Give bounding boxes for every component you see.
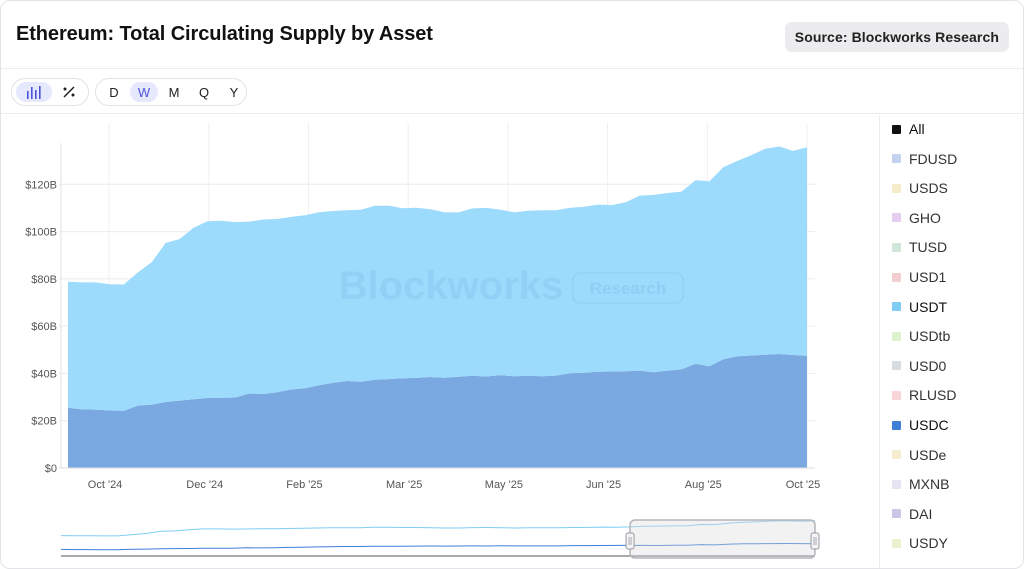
legend-label: USD0	[909, 357, 947, 374]
source-badge[interactable]: Source: Blockworks Research	[784, 22, 1009, 52]
legend-item-usdtb[interactable]: USDtb	[892, 326, 950, 346]
legend-item-fdusd[interactable]: FDUSD	[892, 149, 957, 169]
y-tick-label: $40B	[31, 368, 57, 380]
legend-swatch	[892, 479, 901, 489]
legend-label: USDT	[909, 298, 948, 315]
period-selector: D W M Q Y	[95, 78, 247, 106]
chart-title: Ethereum: Total Circulating Supply by As…	[16, 23, 433, 45]
legend-item-usd0[interactable]: USD0	[892, 356, 946, 376]
range-navigator[interactable]	[60, 519, 820, 559]
legend-item-usdy[interactable]: USDY	[892, 533, 948, 553]
legend-item-usd1[interactable]: USD1	[892, 267, 946, 287]
y-tick-label: $80B	[31, 274, 57, 286]
chart-areas	[68, 146, 807, 468]
period-d-button[interactable]: D	[109, 84, 119, 100]
legend-item-gho[interactable]: GHO	[892, 208, 941, 228]
legend-label: MXNB	[909, 476, 950, 493]
legend-label: USDC	[909, 417, 949, 433]
percent-icon[interactable]	[54, 82, 84, 102]
legend-label: TUSD	[909, 239, 948, 256]
legend-label: USDS	[909, 180, 948, 197]
watermark-brand: Blockworks	[339, 264, 564, 308]
legend-item-usdc[interactable]: USDC	[892, 415, 949, 435]
legend-item-usds[interactable]: USDS	[892, 178, 948, 198]
legend-swatch	[892, 390, 901, 400]
legend-label: DAI	[909, 505, 933, 522]
navigator-line-total	[60, 520, 816, 537]
period-w-button[interactable]: W	[130, 82, 158, 102]
legend-item-all[interactable]: All	[892, 119, 925, 139]
navigator-handle-left	[625, 532, 635, 550]
legend-swatch	[892, 302, 901, 312]
y-tick-label: $20B	[31, 416, 57, 428]
area-series-usdt	[68, 146, 807, 411]
legend-swatch	[892, 509, 901, 519]
watermark-tag-box	[572, 272, 684, 304]
y-tick-label: $120B	[25, 179, 57, 191]
x-tick-label: Mar '25	[386, 479, 422, 491]
legend-swatch	[892, 154, 901, 164]
legend-item-dai[interactable]: DAI	[892, 504, 932, 524]
period-q-button[interactable]: Q	[198, 84, 210, 100]
legend-item-tusd[interactable]: TUSD	[892, 237, 947, 257]
legend-item-rlusd[interactable]: RLUSD	[892, 385, 956, 405]
x-tick-label: Oct '25	[786, 479, 821, 491]
area-chart: Blockworks Research $0 $20B $40B $60B $80B $1…	[25, 123, 821, 559]
legend-swatch	[892, 538, 901, 548]
legend-swatch	[892, 361, 901, 371]
chart-toolbar: D W M Q Y	[1, 70, 1023, 114]
legend-swatch	[892, 124, 901, 134]
legend-label: USDtb	[909, 328, 951, 345]
y-tick-label: $60B	[31, 321, 57, 333]
legend-label: FDUSD	[909, 150, 958, 167]
legend-item-usdf[interactable]: USDf	[892, 563, 942, 568]
navigator-handle-right	[810, 532, 820, 550]
legend-swatch	[892, 242, 901, 252]
legend-item-mxnb[interactable]: MXNB	[892, 474, 949, 494]
area-series-usdc	[68, 354, 807, 468]
legend-swatch	[892, 331, 901, 341]
legend-item-usde[interactable]: USDe	[892, 445, 946, 465]
legend-label: USDf	[909, 565, 942, 568]
x-tick-label: Oct '24	[88, 479, 123, 491]
legend-label: GHO	[909, 209, 941, 226]
legend: All FDUSD USDS GHO TUSD USD1 USDT USDtb USD0 RLUS…	[879, 115, 1023, 568]
navigator-line-usdc	[60, 542, 816, 551]
legend-swatch	[892, 213, 901, 223]
x-tick-label: Dec '24	[186, 479, 223, 491]
period-y-button[interactable]: Y	[229, 84, 239, 100]
x-tick-label: Jun '25	[586, 479, 621, 491]
x-tick-label: Feb '25	[286, 479, 322, 491]
y-tick-label: $100B	[25, 227, 57, 239]
x-tick-label: May '25	[485, 479, 523, 491]
card-header: Ethereum: Total Circulating Supply by As…	[1, 1, 1023, 69]
legend-label: All	[909, 121, 925, 137]
legend-swatch	[892, 183, 901, 193]
period-m-button[interactable]: M	[168, 84, 180, 100]
bar-chart-icon[interactable]	[16, 82, 52, 102]
watermark: Blockworks Research	[339, 264, 684, 308]
x-tick-label: Aug '25	[685, 479, 722, 491]
navigator-brush	[629, 519, 816, 559]
y-tick-label: $0	[45, 463, 57, 475]
legend-label: RLUSD	[909, 387, 957, 404]
legend-label: USD1	[909, 269, 947, 285]
watermark-tag: Research	[590, 279, 667, 298]
chart-mode-toggle	[11, 78, 89, 106]
y-axis: $0 $20B $40B $60B $80B $100B $120B	[25, 143, 62, 475]
legend-label: USDe	[909, 446, 947, 463]
legend-label: USDY	[909, 535, 948, 552]
legend-swatch	[892, 272, 901, 282]
legend-item-usdt[interactable]: USDT	[892, 297, 947, 317]
legend-swatch	[892, 420, 901, 430]
x-axis: Oct '24 Dec '24 Feb '25 Mar '25 May '25 Jun '…	[59, 467, 821, 491]
legend-swatch	[892, 450, 901, 460]
